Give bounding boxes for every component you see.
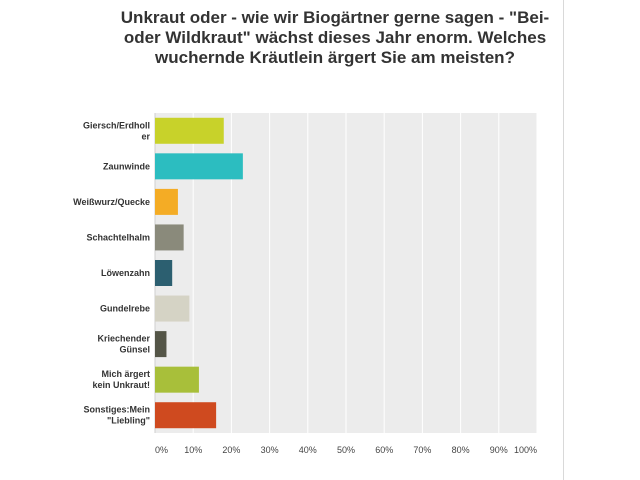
x-tick-label: 70% xyxy=(413,445,431,455)
bar xyxy=(155,188,178,215)
bar xyxy=(155,153,243,180)
chart-title: Unkraut oder - wie wir Biogärtner gerne … xyxy=(120,8,550,67)
bar xyxy=(155,366,199,393)
x-tick-label: 20% xyxy=(222,445,240,455)
grid-lines xyxy=(154,113,538,433)
x-tick-labels: 0% 10% 20% 30% 40% 50% 60% 70% 80% 90% 100% xyxy=(155,445,537,455)
x-tick-label: 40% xyxy=(299,445,317,455)
bar xyxy=(155,260,173,286)
category-label: Schachtelhalm xyxy=(86,232,150,242)
category-labels: Giersch/Erdholl er Zaunwinde Weißwurz/Queck… xyxy=(73,120,150,425)
x-tick-label: 90% xyxy=(490,445,508,455)
category-label: Zaunwinde xyxy=(103,161,150,171)
bar xyxy=(155,117,224,144)
x-tick-label: 80% xyxy=(452,445,470,455)
category-label: Löwenzahn xyxy=(101,268,150,278)
x-tick-label: 0% xyxy=(155,445,168,455)
x-tick-label: 100% xyxy=(514,445,537,455)
bar xyxy=(155,331,167,358)
bar xyxy=(155,402,217,429)
category-label: Giersch/Erdholl er xyxy=(83,120,151,141)
bar xyxy=(155,295,190,322)
category-label: Kriechender Günsel xyxy=(97,334,150,355)
x-tick-label: 10% xyxy=(184,445,202,455)
x-tick-label: 60% xyxy=(375,445,393,455)
category-label: Sonstiges:Mein "Liebling" xyxy=(83,405,150,426)
panel-divider xyxy=(563,0,564,480)
category-label: Gundelrebe xyxy=(100,304,150,314)
bars xyxy=(155,117,243,429)
category-label: Weißwurz/Quecke xyxy=(73,197,150,207)
x-tick-label: 30% xyxy=(261,445,279,455)
category-label: Mich ärgert kein Unkraut! xyxy=(92,369,150,390)
bar xyxy=(155,224,184,251)
x-tick-label: 50% xyxy=(337,445,355,455)
